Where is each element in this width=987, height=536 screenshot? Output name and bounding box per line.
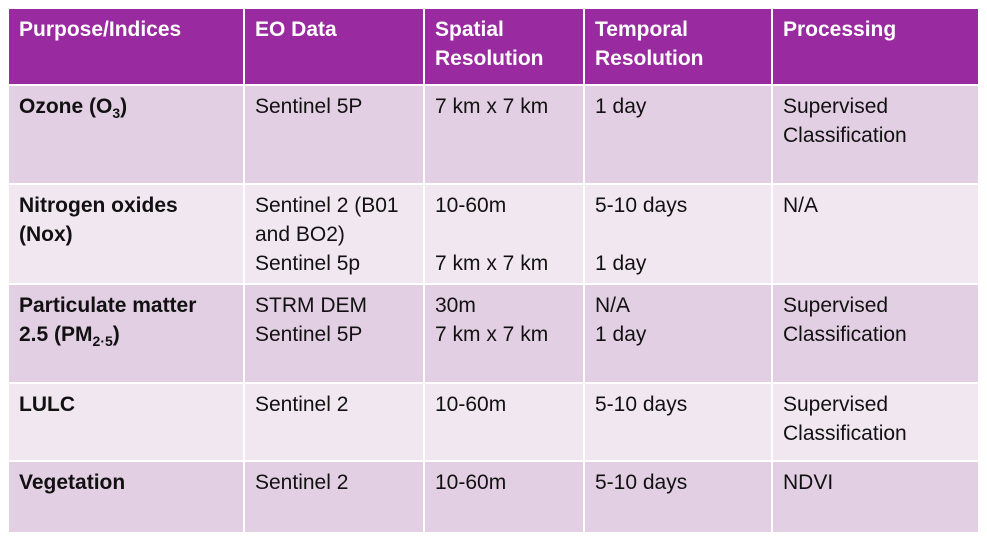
cell-spatial: 10-60m xyxy=(423,382,585,462)
cell-line: Sentinel 2 (B01 xyxy=(255,194,399,217)
header-purpose: Purpose/Indices xyxy=(7,7,245,86)
cell-line: 1 day xyxy=(595,323,647,346)
purpose-text: Ozone (O xyxy=(19,95,113,118)
table-row-particulate-matter: Particulate matter 2.5 (PM2·5) STRM DEM … xyxy=(7,283,980,384)
table-row-ozone: Ozone (O3) Sentinel 5P 7 km x 7 km 1 day… xyxy=(7,84,980,185)
cell-line: Supervised xyxy=(783,95,889,118)
cell-line: Sentinel 5p xyxy=(255,252,361,275)
cell-line: Supervised xyxy=(783,393,889,416)
cell-line: Classification xyxy=(783,124,907,147)
cell-temporal: 5-10 days xyxy=(583,460,773,534)
header-eo-data: EO Data xyxy=(243,7,425,86)
cell-line: Classification xyxy=(783,323,907,346)
cell-line: 7 km x 7 km xyxy=(435,252,549,275)
cell-line: 5-10 days xyxy=(595,194,688,217)
cell-line: Sentinel 5P xyxy=(255,95,363,118)
cell-purpose: Particulate matter 2.5 (PM2·5) xyxy=(7,283,245,384)
cell-processing: NDVI xyxy=(771,460,980,534)
purpose-line: LULC xyxy=(19,393,75,416)
header-temporal-resolution: Temporal Resolution xyxy=(583,7,773,86)
purpose-text: 2.5 (PM xyxy=(19,323,93,346)
cell-eo-data: Sentinel 2 xyxy=(243,460,425,534)
cell-line: and BO2) xyxy=(255,223,345,246)
cell-purpose: Ozone (O3) xyxy=(7,84,245,185)
cell-temporal: 5-10 days xyxy=(583,382,773,462)
cell-spatial: 30m 7 km x 7 km xyxy=(423,283,585,384)
cell-line: Sentinel 2 xyxy=(255,471,349,494)
cell-line: 7 km x 7 km xyxy=(435,323,549,346)
cell-line: Supervised xyxy=(783,294,889,317)
cell-line xyxy=(595,220,761,249)
purpose-tail: ) xyxy=(112,323,120,346)
cell-line: Sentinel 5P xyxy=(255,323,363,346)
cell-line: N/A xyxy=(783,194,819,217)
cell-line: 10-60m xyxy=(435,194,507,217)
purpose-line: Nitrogen oxides xyxy=(19,194,178,217)
cell-processing: N/A xyxy=(771,183,980,285)
cell-purpose: Nitrogen oxides (Nox) xyxy=(7,183,245,285)
cell-line: Classification xyxy=(783,422,907,445)
cell-eo-data: Sentinel 5P xyxy=(243,84,425,185)
cell-temporal: N/A 1 day xyxy=(583,283,773,384)
cell-line: 5-10 days xyxy=(595,471,688,494)
cell-spatial: 10-60m 7 km x 7 km xyxy=(423,183,585,285)
cell-processing: Supervised Classification xyxy=(771,84,980,185)
purpose-line: (Nox) xyxy=(19,223,73,246)
cell-spatial: 7 km x 7 km xyxy=(423,84,585,185)
cell-eo-data: STRM DEM Sentinel 5P xyxy=(243,283,425,384)
cell-line: 1 day xyxy=(595,252,647,275)
cell-line: STRM DEM xyxy=(255,294,367,317)
cell-line: N/A xyxy=(595,294,631,317)
cell-line: 1 day xyxy=(595,95,647,118)
eo-data-table: Purpose/Indices EO Data Spatial Resoluti… xyxy=(7,7,980,534)
cell-line: 5-10 days xyxy=(595,393,688,416)
cell-eo-data: Sentinel 2 (B01 and BO2) Sentinel 5p xyxy=(243,183,425,285)
table-row-vegetation: Vegetation Sentinel 2 10-60m 5-10 days N… xyxy=(7,460,980,534)
cell-spatial: 10-60m xyxy=(423,460,585,534)
cell-temporal: 1 day xyxy=(583,84,773,185)
purpose-line: 2.5 (PM2·5) xyxy=(19,320,233,351)
purpose-tail: ) xyxy=(120,95,128,118)
cell-line: 10-60m xyxy=(435,471,507,494)
cell-purpose: LULC xyxy=(7,382,245,462)
cell-line: 7 km x 7 km xyxy=(435,95,549,118)
header-row: Purpose/Indices EO Data Spatial Resoluti… xyxy=(7,7,980,86)
cell-line: 30m xyxy=(435,294,476,317)
purpose-line: Particulate matter xyxy=(19,294,197,317)
cell-line: NDVI xyxy=(783,471,834,494)
cell-line xyxy=(435,220,573,249)
table-row-lulc: LULC Sentinel 2 10-60m 5-10 days Supervi… xyxy=(7,382,980,462)
cell-purpose: Vegetation xyxy=(7,460,245,534)
purpose-subscript: 2·5 xyxy=(92,333,113,349)
cell-line: Sentinel 2 xyxy=(255,393,349,416)
purpose-subscript: 3 xyxy=(112,105,121,121)
header-spatial-resolution: Spatial Resolution xyxy=(423,7,585,86)
purpose-line: Vegetation xyxy=(19,471,126,494)
cell-eo-data: Sentinel 2 xyxy=(243,382,425,462)
header-processing: Processing xyxy=(771,7,980,86)
cell-line: 10-60m xyxy=(435,393,507,416)
table-row-nitrogen-oxides: Nitrogen oxides (Nox) Sentinel 2 (B01 an… xyxy=(7,183,980,285)
cell-processing: Supervised Classification xyxy=(771,283,980,384)
cell-temporal: 5-10 days 1 day xyxy=(583,183,773,285)
cell-processing: Supervised Classification xyxy=(771,382,980,462)
